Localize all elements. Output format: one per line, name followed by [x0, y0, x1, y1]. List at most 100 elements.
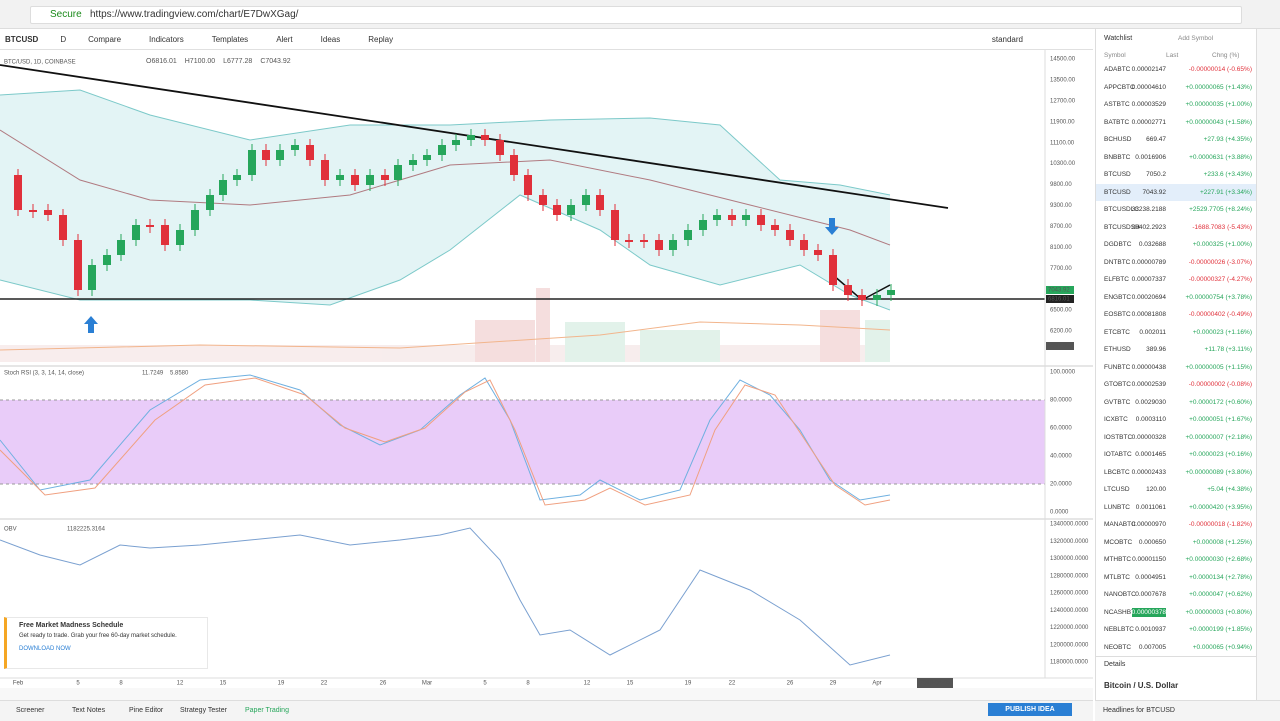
row-change: +0.000065 (+0.94%)	[1192, 643, 1252, 651]
row-last: 7050.2	[1146, 171, 1166, 178]
watchlist-row[interactable]: ETHUSD 389.96 +11.78 (+3.11%)	[1096, 341, 1256, 358]
watchlist-row[interactable]: NEBLBTC 0.0010937 +0.0000199 (+1.85%)	[1096, 621, 1256, 638]
toolbar-item[interactable]: Compare	[88, 34, 122, 44]
watchlist-row[interactable]: BTCUSD 7043.92 +227.91 (+3.34%)	[1096, 183, 1256, 201]
row-change: +0.0000047 (+0.62%)	[1189, 591, 1252, 598]
watchlist-row[interactable]: BNBBTC 0.0016906 +0.0000631 (+3.88%)	[1096, 149, 1256, 166]
watchlist-row[interactable]: BTCUSD 7050.2 +233.6 (+3.43%)	[1096, 166, 1256, 183]
watchlist-row[interactable]: DNTBTC 0.00000789 -0.00000026 (-3.07%)	[1096, 254, 1256, 271]
candle	[742, 215, 750, 220]
x-axis-label: 15	[220, 681, 227, 687]
symbol[interactable]: BTCUSD	[5, 34, 39, 44]
row-symbol: NCASHBTC	[1104, 608, 1140, 616]
add-symbol[interactable]: Add Symbol	[1178, 35, 1214, 42]
column-header: Chng (%)	[1212, 52, 1240, 59]
watchlist-row[interactable]: NEOBTC 0.007005 +0.000065 (+0.94%)	[1096, 639, 1256, 656]
row-symbol: ETHUSD	[1104, 346, 1131, 353]
toolbar-item[interactable]: Templates	[211, 34, 249, 44]
row-last: 0.0003110	[1135, 416, 1166, 423]
watchlist-row[interactable]: FUNBTC 0.00000438 +0.00000005 (+1.15%)	[1096, 359, 1256, 376]
candle	[800, 240, 808, 250]
popup-link[interactable]: DOWNLOAD NOW	[19, 646, 71, 652]
toolbar-item[interactable]: Indicators	[149, 34, 184, 44]
details-title[interactable]: Details	[1104, 661, 1126, 668]
row-last: 0.0016906	[1135, 153, 1166, 161]
watchlist-row[interactable]: BTCUSDLC 33238.2188 +2529.7705 (+8.24%)	[1096, 201, 1256, 218]
axis-label: 1320000.0000	[1050, 539, 1089, 545]
watchlist: Watchlist Add Symbol Symbol Last Chng (%) A…	[1095, 29, 1256, 700]
candle	[44, 210, 52, 215]
popup-title: Free Market Madness Schedule	[19, 622, 124, 629]
watchlist-row[interactable]: DGDBTC 0.032688 +0.000325 (+1.00%)	[1096, 236, 1256, 253]
row-last: 0.00002147	[1131, 66, 1166, 73]
row-change: +0.00000043 (+1.58%)	[1185, 118, 1253, 126]
candle	[206, 195, 214, 210]
row-change: +2529.7705 (+8.24%)	[1189, 206, 1252, 213]
candle	[262, 150, 270, 160]
publish-button[interactable]: PUBLISH IDEA	[988, 703, 1072, 716]
bottom-tab[interactable]: Pine Editor	[129, 707, 164, 714]
row-symbol: ETCBTC	[1104, 328, 1130, 336]
row-last: 0.00020694	[1131, 293, 1166, 301]
watchlist-row[interactable]: LUNBTC 0.0011061 +0.0000420 (+3.95%)	[1096, 499, 1256, 516]
watchlist-row[interactable]: APPCBTC 0.00004610 +0.00000065 (+1.43%)	[1096, 79, 1256, 96]
watchlist-row[interactable]: NANOBTC 0.0007678 +0.0000047 (+0.62%)	[1096, 586, 1256, 603]
interval[interactable]: D	[60, 34, 67, 44]
chart-canvas: BTC/USD, 1D, COINBASE Stoch RSI (3, 3, 1…	[0, 50, 1093, 688]
url[interactable]: https://www.tradingview.com/chart/E7DwXG…	[90, 9, 299, 20]
watchlist-row[interactable]: IOTABTC 0.0001465 +0.0000023 (+0.16%)	[1096, 446, 1256, 463]
row-change: +0.000023 (+1.16%)	[1192, 328, 1252, 336]
toolbar-item[interactable]: Ideas	[320, 34, 341, 44]
axis-label: 6200.00	[1050, 329, 1072, 335]
watchlist-row[interactable]: GTOBTC 0.00002539 -0.00000002 (-0.08%)	[1096, 376, 1256, 393]
watchlist-row[interactable]: BCHUSD 669.47 +27.93 (+4.35%)	[1096, 131, 1256, 148]
watchlist-row[interactable]: ICXBTC 0.0003110 +0.0000051 (+1.67%)	[1096, 411, 1256, 428]
row-change: +0.0000420 (+3.95%)	[1189, 503, 1252, 511]
watchlist-row[interactable]: GVTBTC 0.0029030 +0.0000172 (+0.60%)	[1096, 394, 1256, 411]
watchlist-row[interactable]: ASTBTC 0.00003529 +0.00000035 (+1.00%)	[1096, 96, 1256, 113]
watchlist-row[interactable]: MTHBTC 0.00001150 +0.00000030 (+2.68%)	[1096, 551, 1256, 568]
watchlist-row[interactable]: LTCUSD 120.00 +5.04 (+4.38%)	[1096, 481, 1256, 498]
watchlist-row[interactable]: ETCBTC 0.002011 +0.000023 (+1.16%)	[1096, 324, 1256, 341]
watchlist-row[interactable]: LBCBTC 0.00002433 +0.00000089 (+3.80%)	[1096, 464, 1256, 481]
watchlist-row[interactable]: ELFBTC 0.00007337 -0.00000327 (-4.27%)	[1096, 271, 1256, 288]
row-last: 0.0029030	[1135, 398, 1166, 406]
row-symbol: FUNBTC	[1104, 363, 1131, 371]
row-last: 0.00000970	[1131, 521, 1166, 528]
row-symbol: BTCUSD	[1104, 171, 1131, 178]
watchlist-row[interactable]: NCASHBTC 0.00000378 +0.00000003 (+0.80%)	[1096, 604, 1256, 621]
toolbar-item[interactable]: Alert	[276, 34, 293, 44]
watchlist-row[interactable]: IOSTBTC 0.00000328 +0.00000007 (+2.18%)	[1096, 429, 1256, 446]
row-last: 0.00004610	[1131, 83, 1166, 91]
price-tag	[1046, 295, 1074, 303]
bottom-tab[interactable]: Screener	[16, 707, 45, 714]
price-tag	[1046, 342, 1074, 350]
candle	[74, 240, 82, 290]
row-change: +233.6 (+3.43%)	[1203, 171, 1252, 178]
watchlist-row[interactable]: ENGBTC 0.00020694 +0.00000754 (+3.78%)	[1096, 289, 1256, 306]
x-axis-label: 5	[76, 681, 80, 687]
axis-label: 1220000.0000	[1050, 625, 1089, 631]
date-tag: 2018-04-05	[920, 681, 951, 687]
row-change: -0.00000002 (-0.08%)	[1188, 381, 1252, 388]
watchlist-row[interactable]: BTCUSDSH 29402.2923 -1688.7083 (-5.43%)	[1096, 219, 1256, 236]
row-last: 0.00001150	[1132, 556, 1166, 563]
row-symbol: MANABTC	[1104, 521, 1136, 528]
axis-label: 0.0000	[1050, 510, 1069, 516]
watchlist-row[interactable]: MTLBTC 0.0004951 +0.0000134 (+2.78%)	[1096, 569, 1256, 586]
watchlist-row[interactable]: MCOBTC 0.000650 +0.000008 (+1.25%)	[1096, 534, 1256, 551]
candle	[233, 175, 241, 180]
watchlist-row[interactable]: ADABTC 0.00002147 -0.00000014 (-0.65%)	[1096, 61, 1256, 78]
watchlist-row[interactable]: MANABTC 0.00000970 -0.00000018 (-1.82%)	[1096, 516, 1256, 533]
row-symbol: BTCUSDSH	[1104, 223, 1140, 231]
toolbar-item[interactable]: Replay	[368, 34, 394, 44]
x-axis-label: 22	[729, 681, 736, 687]
bottom-tab[interactable]: Text Notes	[72, 707, 106, 714]
layout[interactable]: standard	[991, 34, 1023, 44]
watchlist-row[interactable]: EOSBTC 0.00081808 -0.00000402 (-0.49%)	[1096, 306, 1256, 323]
watchlist-row[interactable]: BATBTC 0.00002771 +0.00000043 (+1.58%)	[1096, 114, 1256, 131]
bottom-tab[interactable]: Paper Trading	[245, 707, 289, 714]
candle	[814, 250, 822, 255]
bottom-tab[interactable]: Strategy Tester	[180, 707, 227, 714]
headlines[interactable]: Headlines for BTCUSD	[1103, 707, 1175, 714]
